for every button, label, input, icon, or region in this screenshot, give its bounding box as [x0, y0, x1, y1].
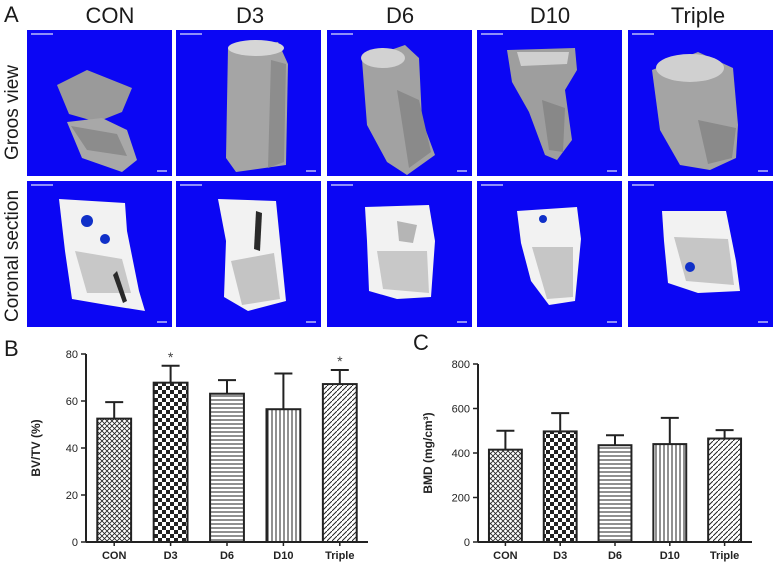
- x-tick-label: D3: [164, 550, 178, 562]
- bar-d3: [542, 430, 578, 543]
- row-label-coronal-section: Coronal section: [2, 189, 23, 322]
- y-tick-label: 0: [72, 537, 78, 549]
- x-tick-label: D6: [608, 550, 622, 562]
- x-tick-label: Triple: [325, 550, 354, 562]
- chart-bmd: 0 200 400 600 800 BMD (mg/cm³) CON D3 D6 D10 Tripl…: [421, 359, 752, 562]
- x-tick-label: D10: [273, 550, 293, 562]
- microct-gross-d10: [477, 30, 622, 176]
- microct-coronal-con: [27, 181, 172, 327]
- x-tick-label: D6: [220, 550, 234, 562]
- microct-gross-triple: [628, 30, 773, 176]
- y-tick-label: 60: [66, 396, 78, 408]
- column-header-d10: D10: [529, 3, 571, 28]
- row-label-gross-view: Groos view: [2, 64, 23, 160]
- column-header-con: CON: [85, 3, 135, 28]
- bone-gross-d6: [361, 45, 435, 175]
- bone-gross-d10: [507, 48, 577, 160]
- microct-coronal-triple: [628, 181, 773, 327]
- bar-d6: [597, 444, 633, 543]
- column-header-d6: D6: [385, 3, 415, 28]
- microct-gross-con: [27, 30, 172, 176]
- microct-gross-d3: [176, 30, 321, 176]
- panel-c-label: C: [413, 330, 429, 355]
- microct-coronal-d6: [327, 181, 472, 327]
- bar-triple: [707, 437, 743, 543]
- bone-coronal-d6: [365, 205, 435, 299]
- bar-con: [96, 417, 133, 543]
- y-tick-label: 200: [452, 493, 470, 505]
- column-header-d3: D3: [235, 3, 265, 28]
- bone-coronal-con: [59, 199, 145, 311]
- bone-coronal-triple: [662, 211, 740, 293]
- microct-gross-d6: [327, 30, 472, 176]
- bar-d10: [652, 443, 688, 543]
- bone-gross-triple: [652, 52, 738, 170]
- x-tick-label: CON: [102, 550, 127, 562]
- y-tick-label: 20: [66, 490, 78, 502]
- bone-coronal-d10: [517, 207, 581, 305]
- x-tick-label: D10: [660, 550, 680, 562]
- panel-b-label: B: [4, 336, 19, 361]
- bone-gross-d3: [226, 40, 288, 172]
- significance-mark: *: [337, 353, 343, 369]
- column-header-triple: Triple: [670, 3, 726, 28]
- y-tick-label: 0: [464, 537, 470, 549]
- bar-triple: [321, 383, 358, 543]
- panel-a-label: A: [4, 2, 19, 27]
- y-tick-label: 600: [452, 404, 470, 416]
- y-tick-label: 400: [452, 448, 470, 460]
- bar-d3: [152, 381, 189, 543]
- y-axis-label: BMD (mg/cm³): [421, 412, 435, 493]
- bar-con: [487, 448, 523, 543]
- chart-bv-tv: 0 20 40 60 80 BV/TV (%) CON * D3 D6 D10 * Triple: [29, 349, 368, 562]
- x-tick-label: D3: [553, 550, 567, 562]
- microct-coronal-d10: [477, 181, 622, 327]
- y-axis-label: BV/TV (%): [29, 419, 43, 476]
- y-tick-label: 80: [66, 349, 78, 361]
- y-tick-label: 40: [66, 443, 78, 455]
- microct-coronal-d3: [176, 181, 321, 327]
- bar-d10: [265, 408, 302, 543]
- x-tick-label: Triple: [710, 550, 739, 562]
- y-tick-label: 800: [452, 359, 470, 371]
- x-tick-label: CON: [493, 550, 518, 562]
- bone-coronal-d3: [218, 199, 286, 311]
- bar-d6: [209, 392, 245, 544]
- significance-mark: *: [168, 349, 174, 365]
- bone-gross-con: [57, 70, 137, 172]
